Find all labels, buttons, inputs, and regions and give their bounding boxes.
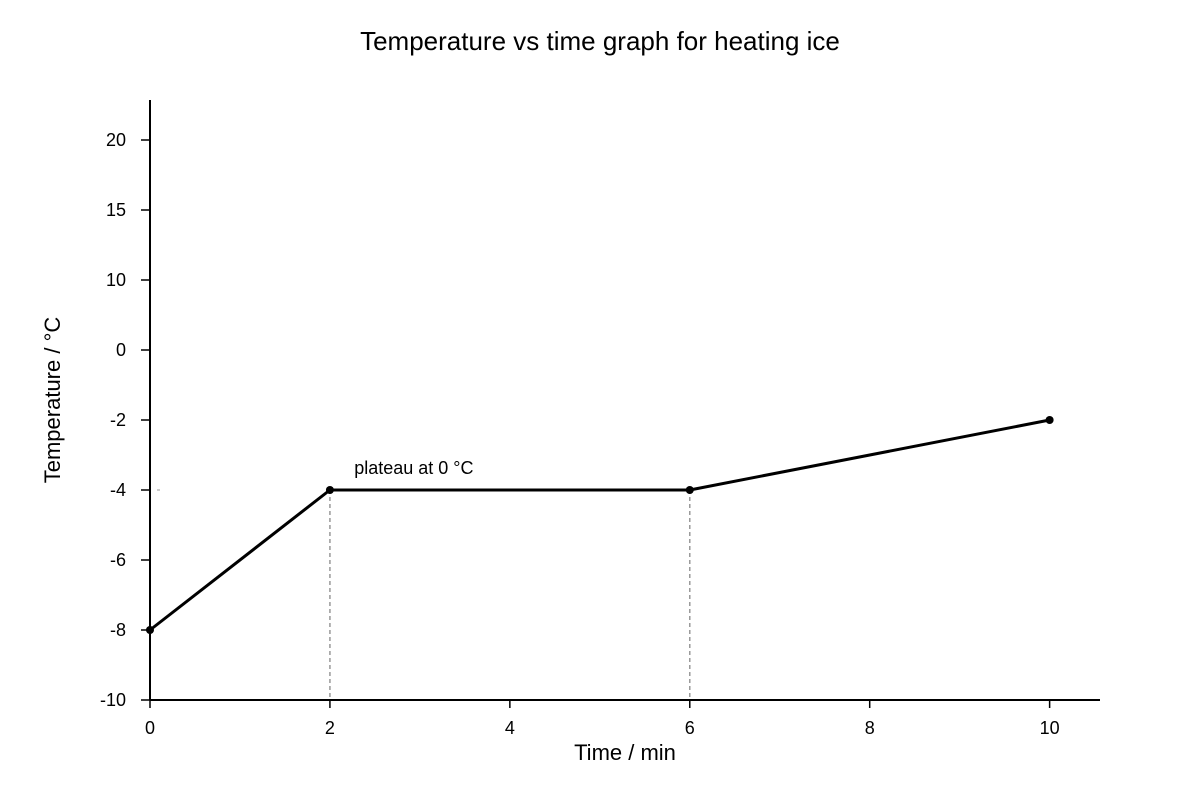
- y-tick-label: -4: [110, 480, 126, 500]
- y-tick-label: 20: [106, 130, 126, 150]
- data-point: [325, 486, 334, 494]
- y-tick-label: 10: [106, 270, 126, 290]
- y-tick-label: -10: [100, 690, 126, 710]
- data-point: [1045, 416, 1054, 424]
- y-axis-label: Temperature / °C: [40, 317, 65, 484]
- y-tick-label: 15: [106, 200, 126, 220]
- x-tick-label: 8: [865, 718, 875, 738]
- y-tick-label: 0: [116, 340, 126, 360]
- x-tick-label: 2: [325, 718, 335, 738]
- x-axis-label: Time / min: [574, 740, 676, 765]
- y-axis-ticks: -10 -8 -6 -4 -2 0 10 15 20: [100, 130, 150, 710]
- y-tick-label: -8: [110, 620, 126, 640]
- data-points: [146, 416, 1054, 634]
- series-line-temperature: [149, 418, 1050, 632]
- x-tick-label: 0: [145, 718, 155, 738]
- data-point: [146, 626, 154, 634]
- x-tick-label: 6: [685, 718, 695, 738]
- x-tick-label: 4: [505, 718, 515, 738]
- y-tick-label: -2: [110, 410, 126, 430]
- data-point: [685, 486, 694, 494]
- x-tick-label: 10: [1040, 718, 1060, 738]
- annotation-plateau: plateau at 0 °C: [354, 458, 473, 478]
- drop-lines: [329, 490, 691, 700]
- chart-title: Temperature vs time graph for heating ic…: [360, 26, 840, 56]
- y-tick-label: -6: [110, 550, 126, 570]
- x-axis-ticks: 0 2 4 6 8 10: [145, 700, 1060, 738]
